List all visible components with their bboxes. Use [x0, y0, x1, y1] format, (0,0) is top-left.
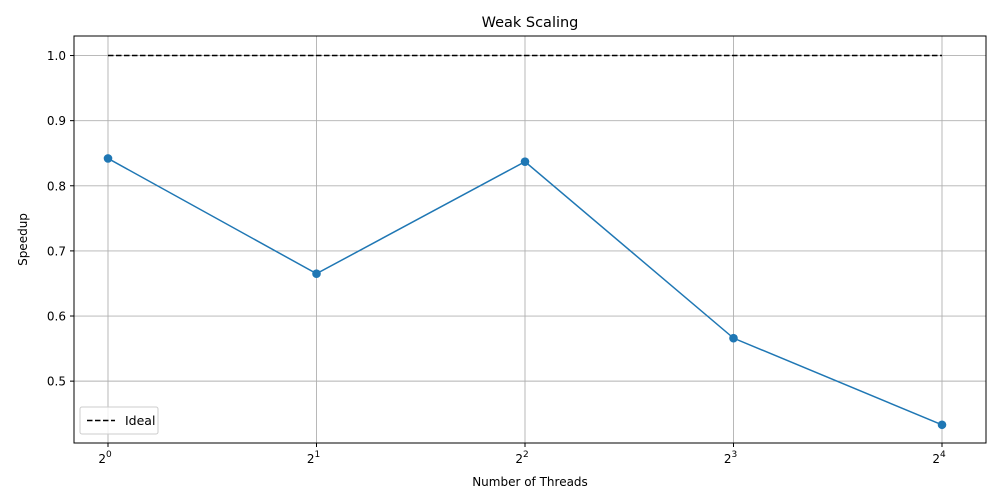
x-tick-label: 23	[724, 450, 737, 466]
data-point	[520, 157, 530, 166]
y-tick-label: 1.0	[47, 49, 66, 63]
y-axis-label: Speedup	[16, 213, 30, 266]
data-point	[312, 269, 321, 278]
y-tick-label: 0.7	[47, 244, 66, 258]
x-tick-label: 22	[515, 450, 528, 466]
plot-frame	[73, 35, 987, 444]
x-axis-label: Number of Threads	[472, 475, 588, 489]
data-point	[103, 154, 113, 163]
chart-title: Weak Scaling	[482, 15, 579, 31]
legend: Ideal	[79, 406, 159, 435]
x-tick-label: 24	[932, 450, 946, 466]
legend-label-ideal: Ideal	[125, 413, 155, 428]
y-tick-label: 0.6	[47, 310, 66, 324]
tick-layer: 20 21 22 23 24 0.5 0.6 0.7 0.8 0.9 1.0	[47, 49, 946, 466]
grid-layer	[74, 36, 986, 443]
y-tick-label: 0.5	[47, 375, 66, 389]
series-layer	[103, 54, 947, 430]
y-tick-label: 0.9	[47, 114, 66, 128]
x-tick-label: 21	[307, 450, 320, 466]
legend-box	[79, 406, 159, 435]
data-point	[937, 420, 947, 430]
data-point	[729, 333, 738, 343]
x-tick-label: 20	[98, 450, 112, 466]
y-tick-label: 0.8	[47, 179, 66, 193]
